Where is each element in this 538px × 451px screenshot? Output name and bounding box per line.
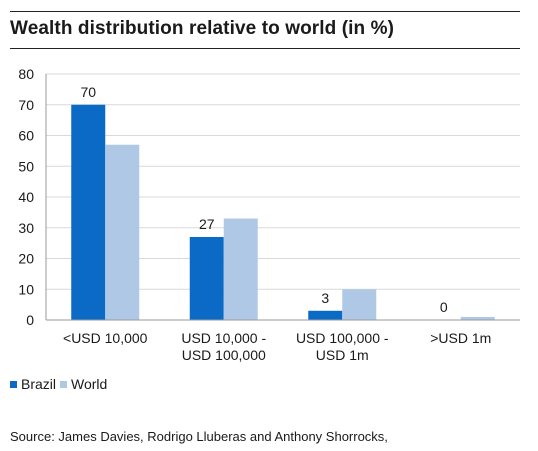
legend: Brazil World (10, 376, 111, 392)
data-label: 3 (321, 290, 329, 306)
x-tick-label: USD 1m (316, 347, 369, 363)
bar-brazil (71, 104, 106, 320)
y-tick-label: 10 (18, 281, 34, 297)
data-label: 70 (80, 84, 96, 100)
legend-item-world: World (60, 376, 107, 392)
bar-world (342, 289, 377, 320)
bar-world (460, 316, 495, 320)
legend-swatch-brazil (10, 380, 17, 388)
title-rule (10, 48, 520, 49)
bar-world (223, 218, 258, 320)
data-label: 27 (199, 216, 215, 232)
data-label: 0 (440, 299, 448, 315)
x-tick-label: <USD 10,000 (63, 330, 148, 346)
x-tick-label: USD 100,000 - (296, 330, 389, 346)
top-rule (10, 11, 520, 12)
legend-swatch-world (60, 380, 68, 388)
x-tick-label: USD 100,000 (182, 347, 266, 363)
legend-label-brazil: Brazil (21, 376, 57, 392)
chart-title: Wealth distribution relative to world (i… (10, 18, 395, 39)
bar-brazil (308, 310, 343, 320)
source-note: Source: James Davies, Rodrigo Lluberas a… (10, 429, 388, 444)
legend-label-world: World (71, 376, 108, 392)
x-tick-label: USD 10,000 - (181, 330, 266, 346)
y-tick-label: 30 (18, 220, 34, 236)
y-tick-label: 70 (18, 97, 34, 113)
y-tick-label: 50 (18, 158, 34, 174)
y-tick-label: 40 (18, 189, 34, 205)
y-tick-label: 80 (18, 66, 34, 82)
y-tick-label: 0 (26, 312, 34, 328)
bar-brazil (189, 236, 224, 320)
bar-world (105, 144, 140, 320)
y-tick-label: 20 (18, 251, 34, 267)
x-tick-label: >USD 1m (430, 330, 491, 346)
legend-item-brazil: Brazil (10, 376, 56, 392)
y-tick-label: 60 (18, 128, 34, 144)
